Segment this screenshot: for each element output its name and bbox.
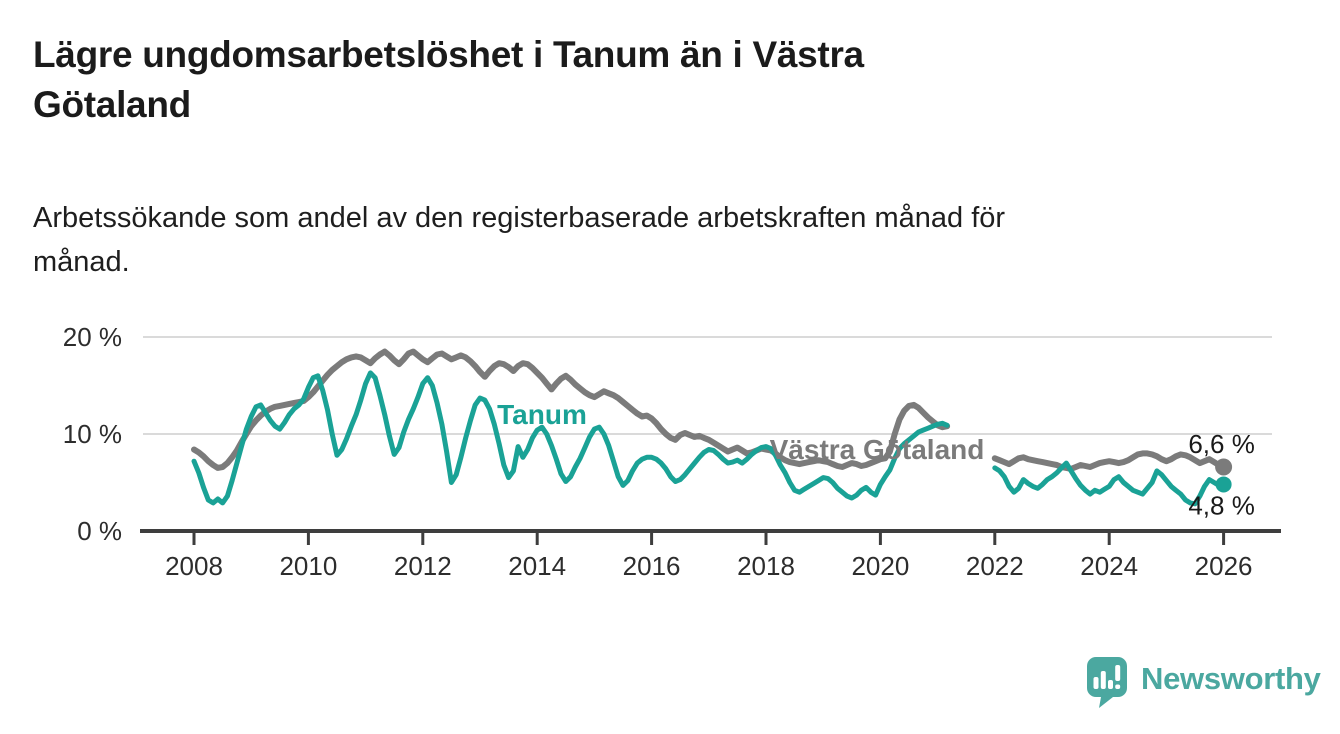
y-tick-label-20: 20 %	[63, 322, 122, 352]
tanum-line	[191, 370, 950, 506]
x-tick-label-2024: 2024	[1080, 551, 1138, 581]
tanum-line	[992, 460, 1227, 507]
x-tick-label-2016: 2016	[623, 551, 681, 581]
vastra-gotaland-end-value-label: 6,6 %	[1188, 429, 1255, 459]
tanum-series-label: Tanum	[497, 399, 587, 430]
chart-subtitle-line1: Arbetssökande som andel av den registerb…	[33, 202, 1006, 234]
tanum-end-dot	[1215, 476, 1232, 493]
x-tick-label-2010: 2010	[279, 551, 337, 581]
chart-title-line1: Lägre ungdomsarbetslöshet i Tanum än i V…	[33, 34, 864, 75]
x-tick-label-2018: 2018	[737, 551, 795, 581]
vastra-gotaland-end-dot	[1215, 458, 1233, 476]
chart-title-line2: Götaland	[33, 84, 191, 125]
newsworthy-logo[interactable]: Newsworthy	[1087, 657, 1321, 709]
x-tick-label-2012: 2012	[394, 551, 452, 581]
vastra-gotaland-series-label: Västra Götaland	[770, 434, 985, 465]
newsworthy-logo-text: Newsworthy	[1141, 661, 1321, 696]
x-tick-label-2026: 2026	[1195, 551, 1253, 581]
x-tick-label-2022: 2022	[966, 551, 1024, 581]
x-tick-label-2014: 2014	[508, 551, 566, 581]
x-tick-label-2008: 2008	[165, 551, 223, 581]
tanum-end-value-label: 4,8 %	[1188, 490, 1255, 520]
chart-subtitle-line2: månad.	[33, 246, 130, 278]
chart-subtitle: Arbetssökande som andel av den registerb…	[33, 196, 1005, 284]
newsworthy-logo-icon	[1087, 657, 1127, 708]
x-tick-label-2020: 2020	[851, 551, 909, 581]
vastra-gotaland-line	[991, 450, 1227, 472]
y-tick-label-10: 10 %	[63, 419, 122, 449]
chart-title: Lägre ungdomsarbetslöshet i Tanum än i V…	[33, 30, 864, 130]
y-tick-label-0: 0 %	[77, 516, 122, 546]
